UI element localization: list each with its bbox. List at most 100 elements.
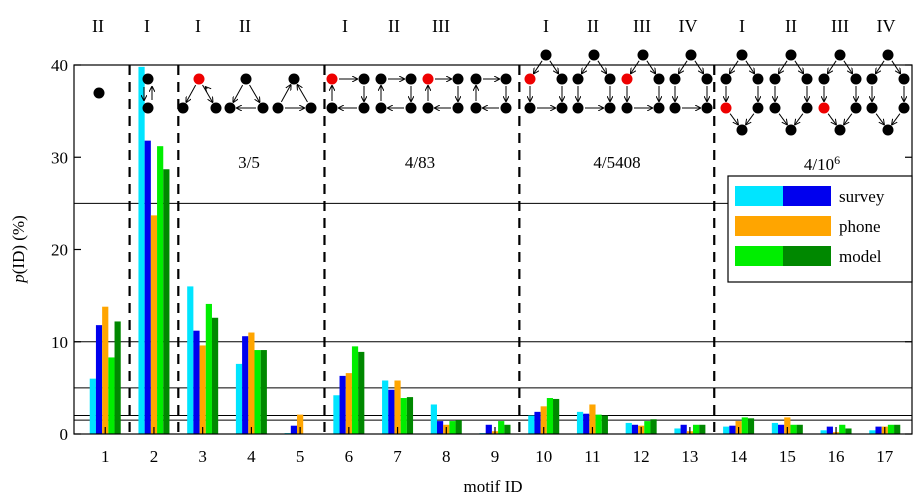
motif-node [637,49,649,61]
legend-swatch [735,216,831,236]
bar [248,332,255,434]
motif-edge [233,84,244,102]
motif-edge [679,60,688,73]
motif-node [470,73,482,85]
bar [163,169,170,434]
motif-node [422,102,434,114]
y-tick-label: 40 [51,56,68,75]
motif-node [785,124,797,136]
x-tick-label: 12 [633,447,650,466]
y-tick-label: 30 [51,148,68,167]
motif-class-label: II [388,16,400,36]
motif-node [898,73,910,85]
motif-node-highlighted [621,73,633,85]
motif-node-highlighted [422,73,434,85]
legend-swatch [735,186,783,206]
motif-node [177,102,189,114]
motif-node [850,73,862,85]
motif-node [358,73,370,85]
motif-edge [631,60,640,73]
x-tick-label: 3 [198,447,207,466]
motif-node [375,102,387,114]
bar [193,330,200,434]
motif-node [720,73,732,85]
motif-class-label: IV [679,16,698,36]
bar [528,415,535,434]
bar [108,357,115,434]
bar [455,420,462,434]
bar [650,419,657,434]
bar [631,424,639,434]
motif-node-highlighted [818,102,830,114]
motif-node [752,73,764,85]
motif-node [142,73,154,85]
x-tick-label: 17 [876,447,894,466]
bar [625,422,632,434]
bar [534,411,541,434]
motif-node [621,102,633,114]
bar [114,321,121,434]
motif-class-label: III [633,16,651,36]
bar [95,325,103,434]
x-tick-label: 8 [442,447,451,466]
motif-node [669,102,681,114]
motif-node [500,102,512,114]
bar [297,414,304,434]
bar [699,424,706,434]
bar [205,303,212,434]
motif-node [375,73,387,85]
motif-edge [729,113,738,125]
motif-node [866,102,878,114]
bar [875,426,882,434]
motif-edge [549,60,558,73]
motif-edge [844,113,853,125]
bar [771,422,779,434]
legend-label: survey [839,187,885,206]
motif-edge [746,113,755,125]
bar [583,413,590,434]
motif-node [540,49,552,61]
motif-node [224,102,236,114]
bar [784,417,791,434]
x-axis-label: motif ID [463,477,522,496]
bar [553,398,560,434]
x-tick-label: 4 [247,447,256,466]
x-tick-label: 13 [681,447,698,466]
motif-edge [745,60,754,73]
y-tick-label: 20 [51,241,68,260]
motif-node [701,102,713,114]
motif-node [556,102,568,114]
motif-node [818,73,830,85]
bar [260,350,267,434]
motif-node [834,124,846,136]
bar [589,404,596,434]
bar [150,215,158,434]
motif-class-label: I [342,16,348,36]
motif-class-label: II [239,16,251,36]
bar [211,317,219,434]
y-axis: 0 10 20 30 40 [51,56,912,444]
bar [89,378,96,434]
motif-node [93,87,105,99]
motif-node [604,102,616,114]
motif-class-label: III [831,16,849,36]
motif-node [736,49,748,61]
motif-network-diagrams [93,49,910,136]
legend-swatch [735,246,783,266]
bar [394,380,401,434]
bar [199,345,206,434]
motif-node [500,73,512,85]
motif-class-label: I [144,16,150,36]
bar [729,425,736,434]
motif-edge [779,60,788,73]
x-tick-label: 11 [584,447,600,466]
bar [242,336,249,434]
group-ratio-label: 4/106 [804,153,840,174]
bar [576,411,584,434]
bar [820,430,827,434]
group-ratio-labels: 3/5 4/83 4/5408 4/106 [238,153,840,174]
bar [826,426,833,434]
bar [498,421,505,434]
motif-class-label: I [543,16,549,36]
bar [339,375,346,434]
